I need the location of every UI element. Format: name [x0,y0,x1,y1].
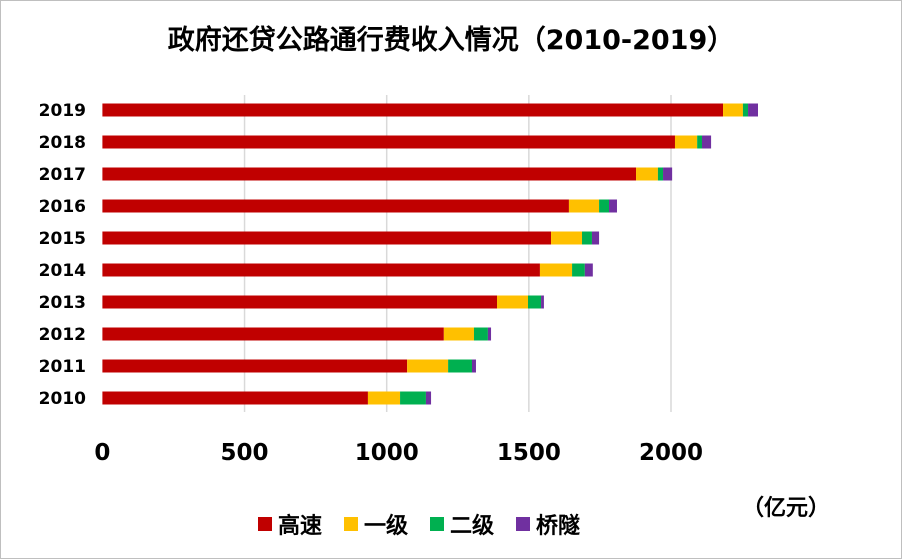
bar-二级 [697,135,702,149]
legend-label: 一级 [364,514,409,539]
bar-二级 [572,263,585,277]
legend-swatch [258,517,272,531]
legend-swatch [516,517,531,531]
bar-一级 [551,231,583,245]
bar-一级 [636,167,658,181]
legend-item: 二级 [430,508,494,540]
bar-二级 [527,295,542,309]
bar-一级 [568,199,600,213]
y-tick-label: 2014 [39,261,86,281]
y-tick-label: 2017 [39,165,86,185]
legend-label: 桥隧 [536,514,581,539]
x-tick-label: 2000 [639,440,703,466]
y-tick-label: 2012 [39,325,86,345]
y-tick-label: 2015 [39,229,86,249]
bar-高速 [102,231,552,245]
bar-高速 [102,295,498,309]
bar-高速 [102,103,724,117]
legend-label: 二级 [450,514,495,539]
bar-高速 [102,263,540,277]
bar-桥隧 [584,263,593,277]
bar-高速 [102,327,444,341]
legend-item: 高速 [258,508,322,540]
legend-label: 高速 [278,514,323,539]
y-tick-label: 2013 [39,293,86,313]
bar-一级 [723,103,743,117]
x-tick-label: 1000 [355,440,419,466]
bar-桥隧 [663,167,673,181]
bar-二级 [742,103,749,117]
legend-item: 桥隧 [516,508,580,540]
x-tick-label: 0 [94,440,110,466]
y-tick-label: 2010 [39,389,86,409]
bar-高速 [102,391,368,405]
bar-高速 [102,199,569,213]
bar-桥隧 [748,103,758,117]
x-tick-label: 500 [221,440,269,466]
unit-label: （亿元） [742,496,831,521]
bar-一级 [443,327,474,341]
bar-桥隧 [609,199,617,213]
bar-一级 [674,135,698,149]
bar-二级 [448,359,472,373]
bar-桥隧 [701,135,712,149]
legend: 高速 一级 二级 桥隧 [258,508,580,540]
legend-swatch [344,517,359,531]
bar-二级 [473,327,488,341]
bar-桥隧 [487,327,492,341]
legend-swatch [430,517,445,531]
bar-二级 [400,391,426,405]
bar-桥隧 [541,295,544,309]
bar-高速 [102,167,637,181]
bar-二级 [599,199,610,213]
bar-高速 [102,135,675,149]
bar-桥隧 [425,391,432,405]
legend-item: 一级 [344,508,408,540]
bar-高速 [102,359,408,373]
bar-一级 [539,263,573,277]
bar-桥隧 [471,359,476,373]
y-tick-label: 2016 [39,197,86,217]
bar-桥隧 [591,231,600,245]
bar-一级 [497,295,528,309]
bar-一级 [407,359,449,373]
y-tick-label: 2018 [39,133,86,153]
y-tick-label: 2019 [39,101,86,121]
bar-二级 [657,167,664,181]
bar-二级 [582,231,592,245]
y-tick-label: 2011 [39,357,86,377]
chart-title: 政府还贷公路通行费收入情况（2010-2019） [167,25,735,56]
x-tick-label: 1500 [497,440,561,466]
bar-一级 [367,391,401,405]
